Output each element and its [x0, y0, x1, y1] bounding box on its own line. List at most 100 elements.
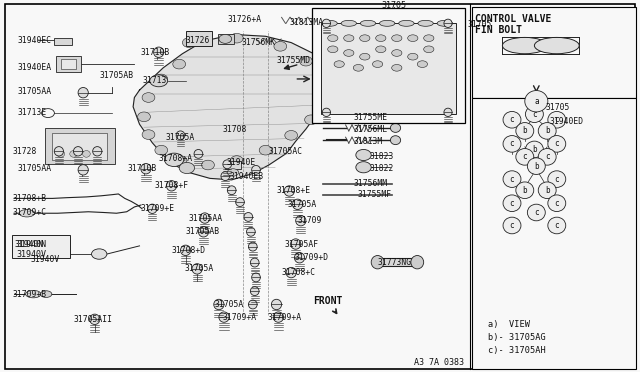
Ellipse shape: [83, 151, 90, 157]
Bar: [56, 55, 81, 72]
Text: 31773NG: 31773NG: [378, 258, 412, 267]
Ellipse shape: [312, 75, 325, 84]
Ellipse shape: [353, 64, 364, 71]
Ellipse shape: [291, 239, 301, 249]
Text: 31709+D: 31709+D: [294, 253, 328, 262]
Text: 31940EC: 31940EC: [18, 35, 52, 45]
Ellipse shape: [154, 47, 164, 57]
Text: c: c: [509, 115, 515, 124]
Text: 31710B: 31710B: [128, 164, 157, 173]
Text: 31705AA: 31705AA: [18, 164, 52, 173]
Ellipse shape: [502, 38, 547, 54]
Text: b: b: [522, 126, 527, 135]
Ellipse shape: [527, 158, 545, 174]
Polygon shape: [133, 35, 326, 180]
Text: 31705A: 31705A: [288, 200, 317, 209]
Ellipse shape: [219, 35, 232, 44]
Ellipse shape: [538, 123, 556, 139]
Text: 31709: 31709: [298, 216, 322, 225]
Ellipse shape: [78, 87, 88, 98]
Text: 31940N: 31940N: [14, 240, 44, 248]
Ellipse shape: [155, 74, 168, 84]
Text: 31705AF: 31705AF: [285, 240, 319, 248]
Text: b: b: [532, 145, 537, 154]
Text: c)- 31705AH: c)- 31705AH: [488, 346, 545, 355]
Bar: [54, 38, 72, 45]
Ellipse shape: [230, 156, 243, 166]
Ellipse shape: [271, 299, 282, 310]
Ellipse shape: [274, 42, 287, 51]
Ellipse shape: [248, 300, 257, 309]
Ellipse shape: [150, 75, 168, 87]
Ellipse shape: [286, 267, 296, 278]
Ellipse shape: [142, 130, 155, 140]
Text: 31705A: 31705A: [214, 300, 244, 309]
Text: 31708: 31708: [223, 125, 247, 134]
Bar: [12, 235, 70, 258]
Ellipse shape: [164, 153, 184, 167]
Ellipse shape: [322, 20, 337, 26]
Text: 31705: 31705: [467, 20, 492, 29]
Ellipse shape: [424, 35, 434, 42]
Ellipse shape: [92, 249, 107, 259]
Ellipse shape: [244, 212, 253, 221]
Ellipse shape: [372, 61, 383, 67]
Bar: [312, 9, 465, 124]
Text: c: c: [509, 140, 515, 148]
Bar: [225, 161, 241, 169]
Ellipse shape: [356, 162, 371, 173]
Text: 31705AB: 31705AB: [99, 71, 133, 80]
Text: 31713: 31713: [142, 76, 166, 85]
Text: 31708+F: 31708+F: [155, 181, 189, 190]
Text: 31705A: 31705A: [165, 133, 195, 142]
Text: c: c: [554, 199, 559, 208]
Text: c: c: [554, 115, 559, 124]
Ellipse shape: [180, 245, 191, 256]
Ellipse shape: [503, 112, 521, 128]
Ellipse shape: [527, 204, 545, 221]
Ellipse shape: [252, 166, 260, 174]
Ellipse shape: [40, 291, 52, 298]
Bar: [61, 59, 76, 68]
Text: 31708+D: 31708+D: [172, 246, 205, 255]
Ellipse shape: [390, 124, 401, 132]
Ellipse shape: [360, 53, 370, 60]
Ellipse shape: [390, 136, 401, 145]
Bar: [321, 23, 456, 114]
Text: c: c: [509, 221, 515, 230]
Ellipse shape: [285, 131, 298, 140]
Text: 31726: 31726: [186, 35, 210, 45]
Ellipse shape: [259, 145, 272, 155]
Text: 31755MF: 31755MF: [357, 190, 391, 199]
Text: 31705AA: 31705AA: [189, 214, 223, 222]
Ellipse shape: [74, 147, 83, 156]
Ellipse shape: [323, 19, 330, 28]
Ellipse shape: [525, 106, 543, 122]
Text: 31940EA: 31940EA: [18, 63, 52, 72]
Bar: [45, 128, 115, 164]
Ellipse shape: [192, 264, 202, 274]
Text: 31705AB: 31705AB: [186, 227, 220, 236]
Ellipse shape: [142, 93, 155, 102]
Text: 31728: 31728: [13, 147, 37, 156]
Ellipse shape: [300, 56, 312, 66]
Ellipse shape: [548, 171, 566, 187]
Ellipse shape: [356, 150, 371, 161]
Ellipse shape: [525, 141, 543, 158]
Ellipse shape: [93, 147, 102, 156]
Text: b)- 31705AG: b)- 31705AG: [488, 333, 545, 342]
Text: 31705AC: 31705AC: [269, 147, 303, 156]
Ellipse shape: [392, 64, 402, 71]
Text: 31709+A: 31709+A: [223, 312, 257, 322]
Ellipse shape: [344, 49, 354, 56]
Text: 31710B: 31710B: [141, 48, 170, 57]
Text: 31709+B: 31709+B: [13, 290, 47, 299]
Ellipse shape: [26, 291, 41, 298]
Text: 31709+A: 31709+A: [268, 312, 301, 322]
Text: 31940ED: 31940ED: [549, 117, 583, 126]
Ellipse shape: [155, 145, 168, 155]
Ellipse shape: [78, 165, 88, 175]
Ellipse shape: [503, 217, 521, 234]
Text: 31822: 31822: [370, 164, 394, 173]
Ellipse shape: [380, 20, 395, 26]
